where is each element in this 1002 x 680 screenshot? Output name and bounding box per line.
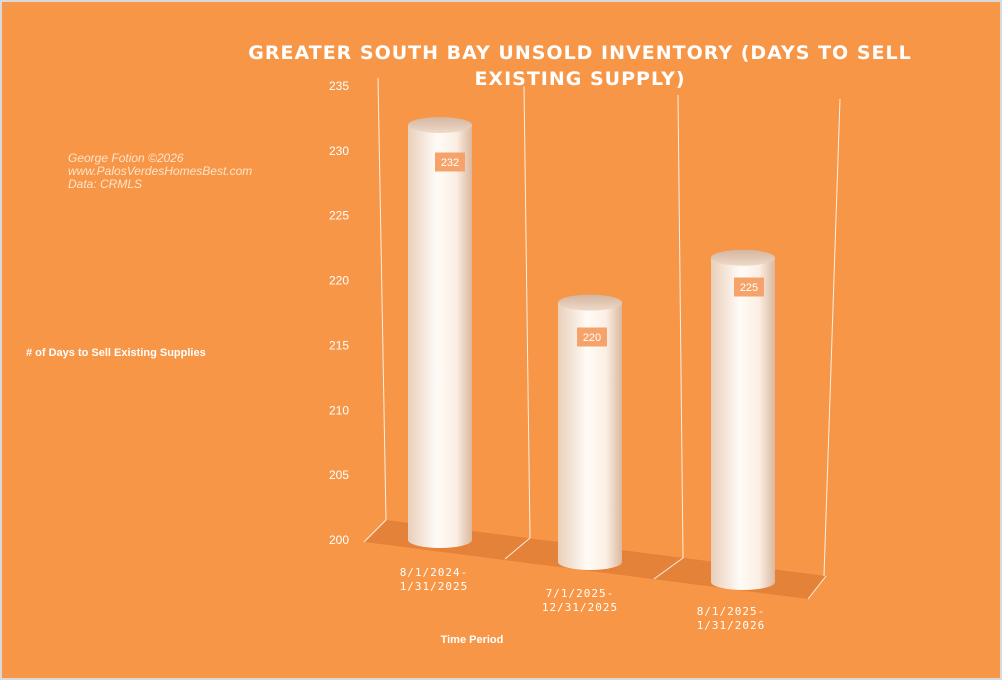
chart-title: GREATER SOUTH BAY UNSOLD INVENTORY (DAYS… [248, 42, 912, 90]
x-tick-label: 12/31/2025 [542, 601, 618, 614]
y-axis-title: # of Days to Sell Existing Supplies [26, 347, 206, 359]
bar-2: 220 [558, 294, 622, 570]
y-tick-label: 225 [329, 209, 349, 223]
data-label: 225 [740, 282, 758, 294]
y-tick-label: 200 [329, 533, 349, 547]
x-tick-label: 8/1/2024- [400, 566, 469, 579]
y-tick-label: 205 [329, 468, 349, 482]
data-label-box [435, 152, 465, 172]
bar-top [408, 117, 472, 133]
grid-line [677, 94, 684, 559]
bar-top [558, 294, 622, 311]
bar-3: 225 [711, 249, 775, 590]
y-tick-label: 210 [329, 403, 349, 417]
grid-line [823, 98, 841, 577]
credit-data-source: Data: CRMLS [68, 177, 143, 191]
bar-1: 232 [408, 117, 472, 548]
grid-line [807, 575, 827, 600]
grid-line [363, 519, 387, 543]
grid-line [523, 85, 531, 539]
x-axis-title: Time Period [440, 634, 504, 646]
data-label: 232 [441, 157, 459, 169]
credit-author: George Fotion ©2026 [68, 151, 184, 165]
x-tick-label: 1/31/2026 [697, 619, 766, 632]
data-label: 220 [583, 332, 601, 344]
y-tick-label: 230 [329, 144, 349, 158]
grid-line [504, 537, 531, 560]
y-tick-label: 235 [329, 79, 349, 93]
bar-body [408, 125, 472, 548]
y-tick-label: 215 [329, 338, 349, 352]
data-label-box [734, 277, 764, 297]
data-label-box [577, 327, 607, 347]
x-tick-label: 7/1/2025- [546, 587, 615, 600]
bar-body [558, 302, 622, 570]
x-tick-label: 8/1/2025- [697, 605, 766, 618]
bar-top [711, 249, 775, 266]
x-tick-label: 1/31/2025 [400, 580, 469, 593]
credit-website: www.PalosVerdesHomesBest.com [68, 164, 253, 178]
grid-line [377, 77, 387, 521]
bar-body [711, 257, 775, 590]
grid-line [653, 557, 684, 580]
y-tick-label: 220 [329, 274, 349, 288]
